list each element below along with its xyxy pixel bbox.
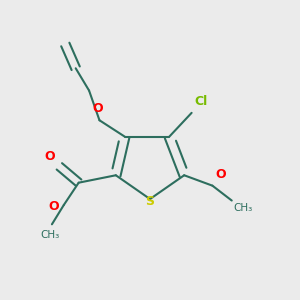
Text: O: O: [49, 200, 59, 213]
Text: CH₃: CH₃: [233, 203, 253, 213]
Text: Cl: Cl: [194, 95, 207, 108]
Text: O: O: [93, 102, 103, 115]
Text: O: O: [215, 168, 226, 181]
Text: O: O: [44, 150, 55, 163]
Text: S: S: [146, 195, 154, 208]
Text: CH₃: CH₃: [41, 230, 60, 240]
